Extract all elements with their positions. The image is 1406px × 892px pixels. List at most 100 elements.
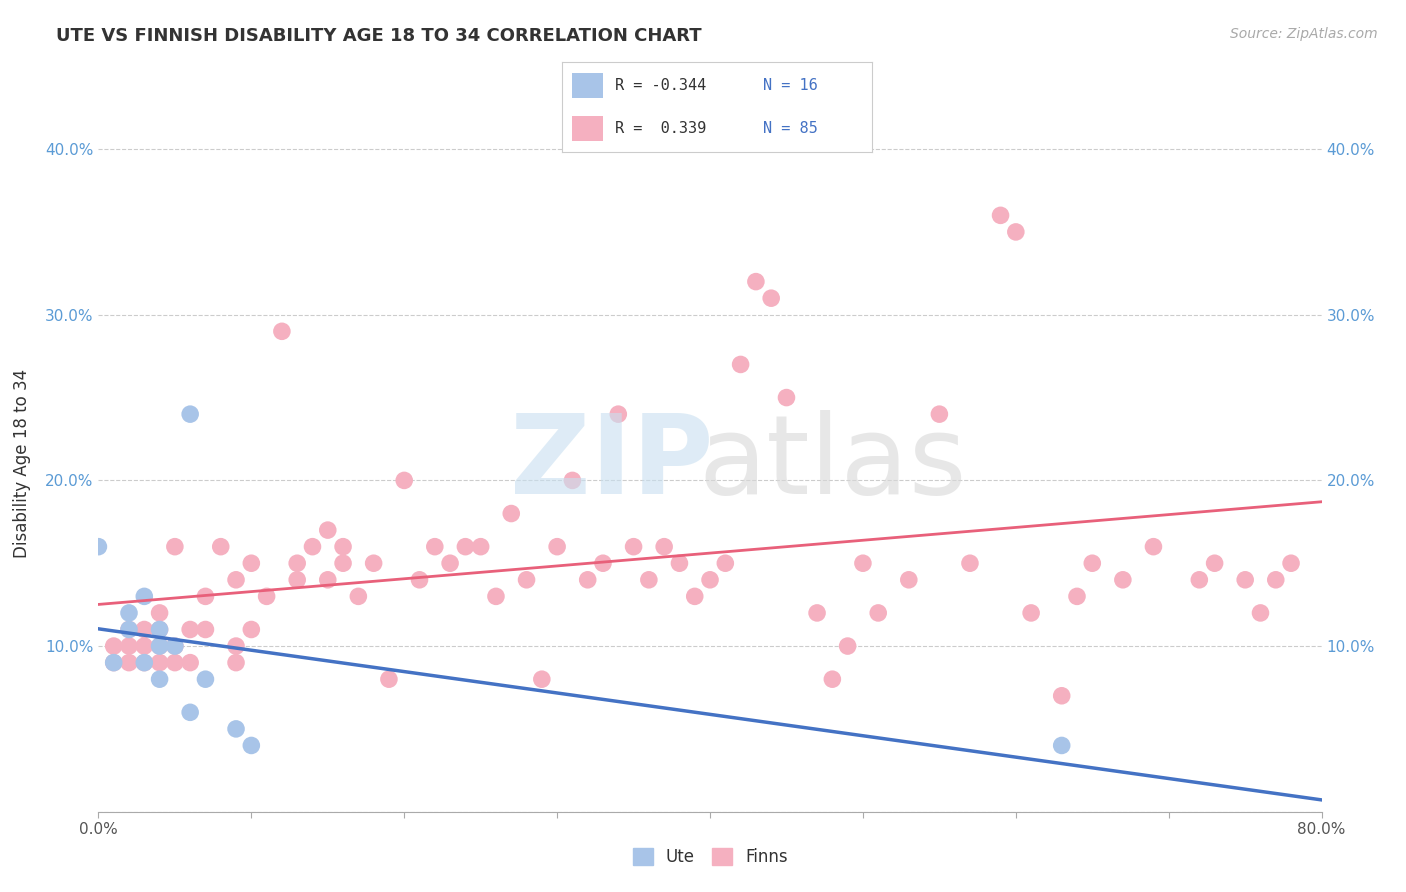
Point (103, 656, 125, 670)
Point (103, 656, 125, 670)
Point (134, 639, 156, 653)
Bar (572, 73, 603, 98)
Bar (572, 116, 603, 141)
Point (118, 623, 141, 637)
Point (423, 540, 446, 554)
Point (592, 556, 614, 570)
Point (683, 590, 706, 604)
Point (806, 606, 828, 620)
Point (179, 407, 201, 421)
Point (87, 540, 110, 554)
Point (240, 556, 263, 570)
Point (363, 556, 385, 570)
Text: UTE VS FINNISH DISABILITY AGE 18 TO 34 CORRELATION CHART: UTE VS FINNISH DISABILITY AGE 18 TO 34 C… (56, 27, 702, 45)
Point (332, 556, 354, 570)
Point (408, 573, 430, 587)
Point (118, 656, 141, 670)
Point (134, 656, 156, 670)
Point (179, 623, 201, 637)
Point (134, 590, 156, 604)
Point (1066, 590, 1088, 604)
Point (1279, 556, 1302, 570)
Point (1142, 540, 1164, 554)
Point (225, 656, 247, 670)
Point (163, 540, 186, 554)
Point (775, 391, 797, 405)
Text: R = -0.344: R = -0.344 (614, 78, 706, 93)
Point (270, 324, 292, 338)
Point (179, 706, 201, 720)
Point (149, 639, 172, 653)
Point (225, 573, 247, 587)
Point (607, 407, 630, 421)
Text: ZIP: ZIP (510, 410, 714, 517)
Point (439, 556, 461, 570)
Point (868, 606, 890, 620)
Point (837, 639, 859, 653)
Point (576, 573, 599, 587)
Point (134, 623, 156, 637)
Point (1234, 573, 1257, 587)
Point (149, 623, 172, 637)
Point (285, 573, 308, 587)
Point (225, 722, 247, 736)
Point (149, 606, 172, 620)
Point (163, 639, 186, 653)
Point (301, 540, 323, 554)
Point (652, 540, 675, 554)
Point (194, 672, 217, 686)
Point (118, 639, 141, 653)
Point (316, 523, 339, 537)
Point (347, 590, 370, 604)
Point (134, 656, 156, 670)
Text: atlas: atlas (699, 410, 966, 517)
Point (378, 672, 401, 686)
Point (623, 540, 645, 554)
Point (149, 672, 172, 686)
Point (990, 208, 1012, 222)
Point (454, 540, 477, 554)
Point (149, 623, 172, 637)
Text: N = 16: N = 16 (763, 78, 818, 93)
Point (546, 540, 568, 554)
Point (530, 672, 553, 686)
Point (745, 275, 768, 289)
Point (501, 507, 523, 521)
Point (240, 623, 263, 637)
Point (118, 623, 141, 637)
Point (149, 639, 172, 653)
Point (1264, 573, 1286, 587)
Point (209, 540, 232, 554)
Point (1112, 573, 1135, 587)
Point (852, 556, 875, 570)
Point (256, 590, 278, 604)
Point (194, 623, 217, 637)
Point (332, 540, 354, 554)
Y-axis label: Disability Age 18 to 34: Disability Age 18 to 34 (13, 369, 31, 558)
Point (1188, 573, 1211, 587)
Point (730, 358, 752, 372)
Point (637, 573, 661, 587)
Point (1249, 606, 1271, 620)
Point (316, 573, 339, 587)
Point (1050, 739, 1073, 753)
Text: Source: ZipAtlas.com: Source: ZipAtlas.com (1230, 27, 1378, 41)
Point (149, 656, 172, 670)
Point (897, 573, 920, 587)
Point (285, 556, 308, 570)
Point (561, 474, 583, 488)
Point (179, 656, 201, 670)
Text: R =  0.339: R = 0.339 (614, 121, 706, 136)
Point (240, 739, 263, 753)
Point (485, 590, 508, 604)
Point (821, 672, 844, 686)
Point (668, 556, 690, 570)
Point (759, 291, 782, 305)
Point (516, 573, 538, 587)
Point (225, 639, 247, 653)
Point (1004, 225, 1026, 239)
Point (1019, 606, 1042, 620)
Point (118, 606, 141, 620)
Point (1204, 556, 1226, 570)
Point (392, 474, 416, 488)
